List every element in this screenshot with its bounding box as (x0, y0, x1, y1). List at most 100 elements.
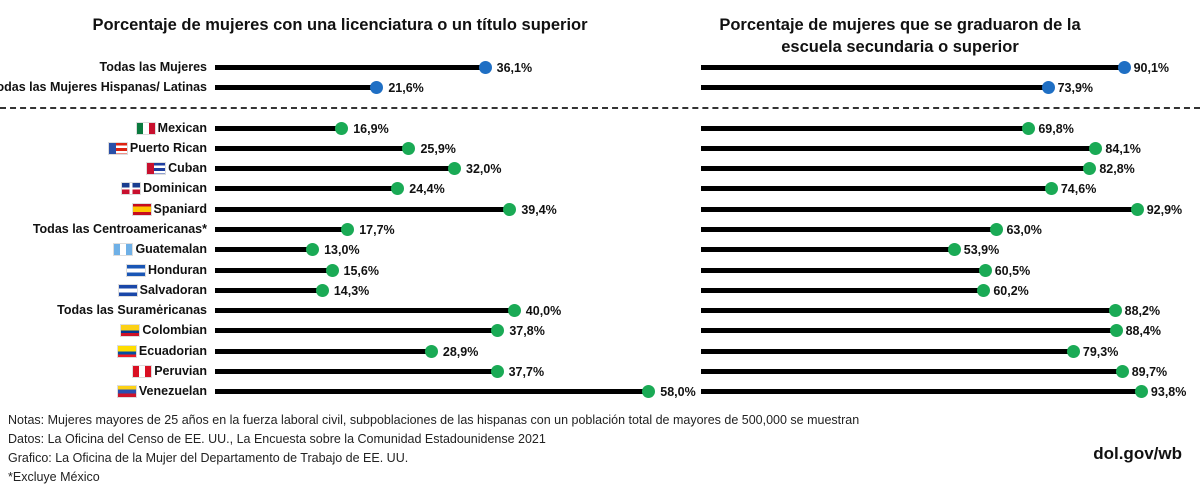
right-bar (701, 328, 1116, 333)
right-bar (701, 308, 1115, 313)
cuba-flag-icon (146, 162, 167, 176)
row-label-text: Dominican (143, 181, 207, 195)
right-value: 88,2% (1124, 304, 1161, 318)
right-bar (701, 186, 1051, 191)
left-value: 14,3% (333, 284, 370, 298)
right-bar (701, 369, 1122, 374)
left-dot (424, 345, 438, 358)
right-value: 82,8% (1099, 162, 1135, 176)
left-value: 58,0% (660, 385, 696, 399)
row-label: Puerto Rican (107, 141, 207, 156)
left-bar (215, 369, 497, 374)
left-value: 36,1% (496, 61, 533, 75)
mexico-flag-icon (135, 122, 156, 136)
puerto-rico-flag-icon (107, 142, 128, 156)
row-label: Peruvian (132, 364, 207, 379)
row-label: Salvadoran (117, 283, 207, 298)
right-dot (990, 223, 1004, 236)
right-value: 60,2% (993, 284, 1029, 298)
left-bar (215, 328, 498, 333)
row-label: Cuban (146, 161, 207, 176)
colombia-flag-icon (120, 324, 141, 338)
guatemala-flag-icon (113, 243, 134, 257)
row-label-text: Spaniard (153, 202, 208, 216)
right-dot (1083, 162, 1097, 175)
left-value: 40,0% (525, 304, 562, 318)
right-chart-title: Porcentaje de mujeres que se graduaron d… (719, 16, 1081, 56)
right-bar (701, 65, 1124, 70)
right-dot (1117, 61, 1131, 74)
row-label-text: Mexican (157, 121, 207, 135)
row-label: Dominican (121, 181, 207, 196)
right-dot (1041, 81, 1055, 94)
left-bar (215, 389, 649, 394)
left-value: 25,9% (420, 142, 456, 156)
row-label: Mexican (135, 121, 207, 136)
right-bar (701, 227, 997, 232)
ecuador-flag-icon (116, 345, 137, 359)
left-bar (215, 349, 431, 354)
left-bar (215, 186, 398, 191)
right-value: 90,1% (1133, 61, 1170, 75)
left-value: 28,9% (442, 345, 479, 359)
right-value: 88,4% (1125, 324, 1162, 338)
left-bar (215, 166, 455, 171)
dominican-republic-flag-icon (121, 182, 142, 196)
left-bar (215, 207, 510, 212)
left-value: 24,4% (409, 182, 445, 196)
left-bar (215, 227, 348, 232)
row-label-text: Todas las Mujeres (99, 60, 207, 74)
spain-flag-icon (131, 203, 152, 217)
right-dot (947, 243, 961, 256)
right-value: 69,8% (1038, 122, 1074, 136)
row-label-text: Todas las Mujeres Hispanas/ Latinas (0, 80, 207, 94)
left-value: 37,8% (509, 324, 545, 338)
honduras-flag-icon (125, 264, 146, 278)
left-dot (642, 385, 656, 398)
left-dot (478, 61, 492, 74)
graphic-credit: Grafico: La Oficina de la Mujer del Depa… (8, 451, 409, 465)
left-dot (341, 223, 355, 236)
el-salvador-flag-icon (117, 284, 138, 298)
right-bar (701, 288, 984, 293)
left-dot (335, 122, 349, 135)
row-label-text: Peruvian (154, 364, 207, 378)
left-bar (215, 65, 485, 70)
right-value: 89,7% (1131, 365, 1168, 379)
right-value: 74,6% (1060, 182, 1097, 196)
right-value: 60,5% (994, 264, 1031, 278)
left-value: 17,7% (359, 223, 395, 237)
right-bar (701, 166, 1090, 171)
right-value: 53,9% (963, 243, 1000, 257)
left-value: 21,6% (388, 81, 424, 95)
row-label-text: Salvadoran (139, 283, 207, 297)
right-dot (978, 264, 992, 277)
right-dot (977, 284, 991, 297)
row-label: Spaniard (131, 202, 208, 217)
left-dot (448, 162, 462, 175)
row-label: Todas las Mujeres (100, 60, 207, 74)
row-label-text: Ecuadorian (138, 344, 207, 358)
venezuela-flag-icon (116, 385, 137, 399)
row-label-text: Todas las Centroamericanas* (32, 222, 207, 236)
row-label: Todas las Centroamericanas* (33, 222, 207, 236)
left-value: 16,9% (353, 122, 389, 136)
row-label-text: Honduran (147, 263, 207, 277)
left-value: 39,4% (521, 203, 557, 217)
left-bar (215, 308, 514, 313)
right-value: 84,1% (1105, 142, 1141, 156)
right-dot (1115, 365, 1129, 378)
right-value: 92,9% (1146, 203, 1183, 217)
row-label: Colombian (120, 323, 207, 338)
left-dot (490, 365, 504, 378)
row-label: Ecuadorian (116, 344, 207, 359)
left-bar (215, 288, 322, 293)
right-value: 63,0% (1006, 223, 1042, 237)
right-dot (1109, 324, 1123, 337)
row-label-text: Guatemalan (135, 242, 207, 256)
right-bar (701, 389, 1141, 394)
row-label: Guatemalan (113, 242, 207, 257)
right-bar (701, 207, 1137, 212)
left-value: 32,0% (466, 162, 502, 176)
